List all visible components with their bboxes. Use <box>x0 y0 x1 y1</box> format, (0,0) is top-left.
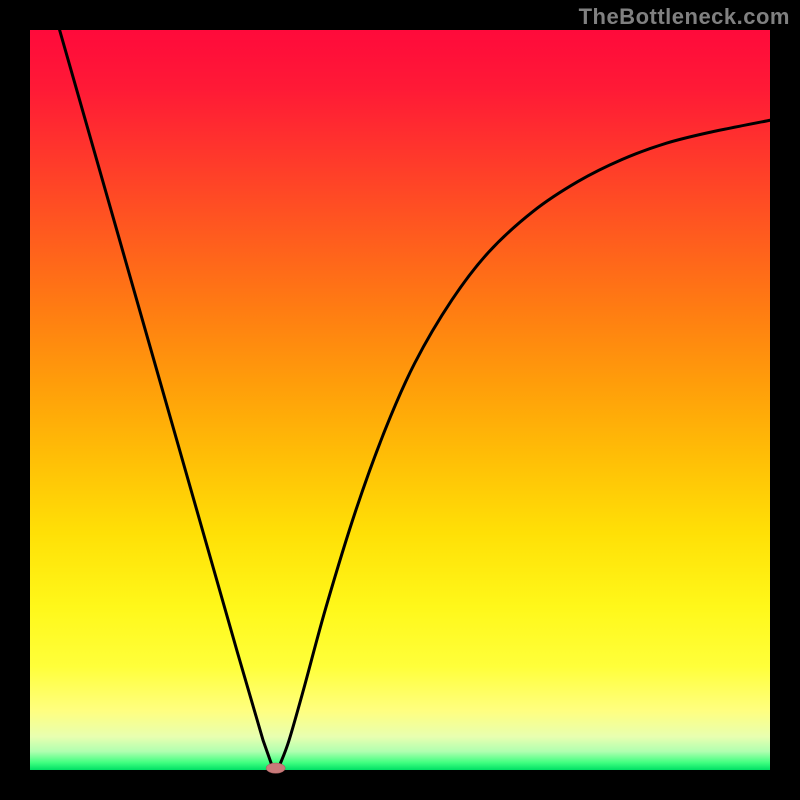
plot-background <box>30 30 770 770</box>
watermark-text: TheBottleneck.com <box>579 4 790 30</box>
chart-root: TheBottleneck.com <box>0 0 800 800</box>
chart-svg <box>0 0 800 800</box>
optimal-point-marker <box>266 763 285 773</box>
